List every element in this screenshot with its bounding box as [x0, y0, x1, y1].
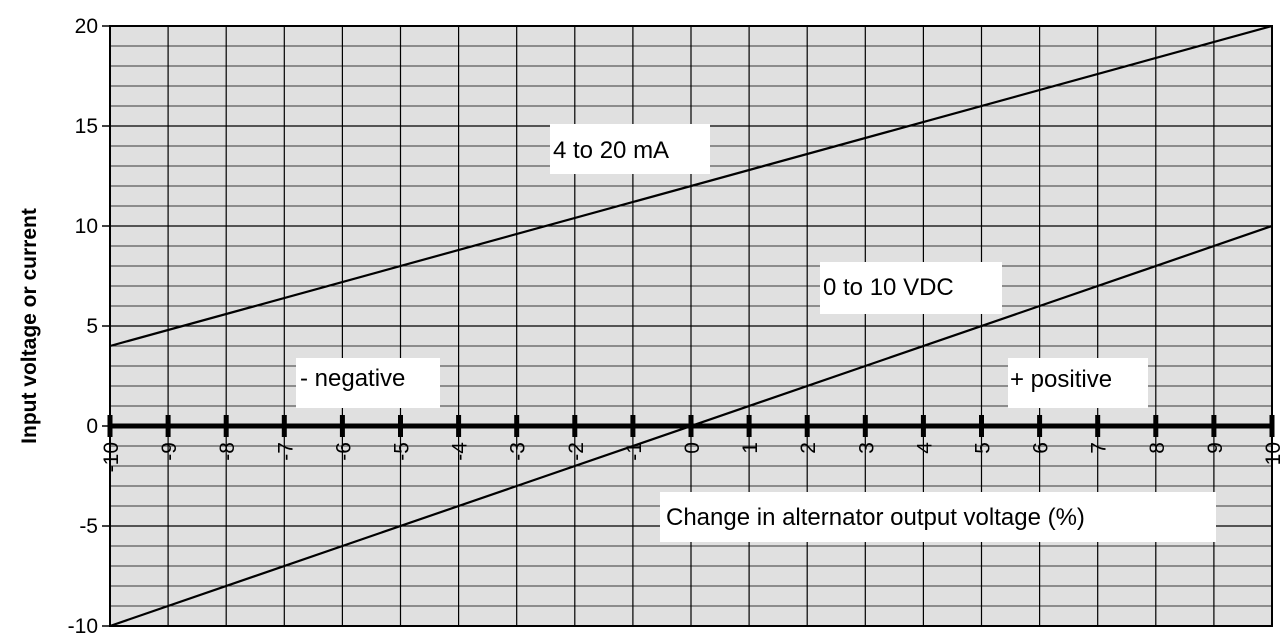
series-lines [109, 24, 1273, 628]
x-tick-label: 7 [1088, 442, 1111, 454]
annotation-negative: - negative [296, 358, 440, 408]
x-tick-label: 8 [1146, 442, 1169, 454]
y-axis-label: Input voltage or current [18, 208, 41, 444]
annotation-negative-text: - negative [300, 365, 405, 392]
x-axis-tick-labels: -10 -9 -8 -7 -6 -5 -4 -3 -2 -1 0 1 2 3 4 5 6 7 8 9 10 [100, 442, 1282, 473]
annotation-4-to-20-ma-text: 4 to 20 mA [553, 137, 669, 164]
y-axis: 20 15 10 5 0 -5 -10 [68, 15, 110, 635]
x-tick-label: 4 [913, 442, 936, 454]
annotation-0-to-10-vdc-text: 0 to 10 VDC [823, 274, 954, 301]
annotation-0-to-10-vdc: 0 to 10 VDC [820, 262, 1002, 314]
x-tick-label: -4 [449, 442, 472, 461]
x-tick-label: -7 [274, 442, 297, 461]
annotation-positive: + positive [1008, 358, 1148, 408]
x-tick-label: 5 [972, 442, 995, 454]
x-tick-label: -9 [158, 442, 181, 461]
y-tick-label: 0 [86, 415, 98, 438]
annotation-4-to-20-ma: 4 to 20 mA [550, 124, 710, 174]
x-tick-label: 0 [681, 442, 704, 454]
series-line [109, 224, 1273, 628]
x-tick-label: 1 [739, 442, 762, 454]
x-tick-label: -3 [507, 442, 530, 461]
x-tick-label: -8 [216, 442, 239, 461]
y-tick-label: 20 [75, 15, 98, 38]
y-tick-label: 10 [75, 215, 98, 238]
x-tick-label: 9 [1204, 442, 1227, 454]
x-tick-label: 3 [855, 442, 878, 454]
x-tick-label: 10 [1262, 442, 1282, 465]
x-tick-label: -1 [623, 442, 646, 461]
x-tick-label: -5 [391, 442, 414, 461]
series-line [109, 24, 1273, 348]
x-tick-label: -10 [100, 442, 123, 472]
y-tick-label: -5 [79, 515, 98, 538]
x-axis-title: Change in alternator output voltage (%) [660, 492, 1216, 542]
x-axis-title-text: Change in alternator output voltage (%) [666, 504, 1085, 531]
y-tick-label: 15 [75, 115, 98, 138]
y-tick-label: 5 [86, 315, 98, 338]
x-tick-label: 2 [797, 442, 820, 454]
x-tick-label: 6 [1030, 442, 1053, 454]
x-tick-label: -6 [332, 442, 355, 461]
y-tick-label: -10 [68, 615, 98, 635]
annotation-positive-text: + positive [1010, 366, 1112, 393]
x-tick-label: -2 [565, 442, 588, 461]
